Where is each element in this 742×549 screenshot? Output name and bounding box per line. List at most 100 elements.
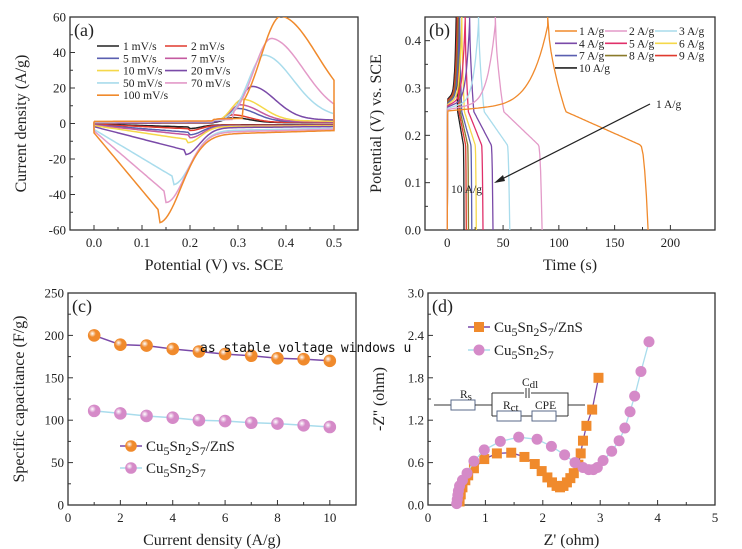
x-tick-label: 50 [497, 235, 510, 250]
gcd-curve [446, 17, 649, 230]
overlay-text: as stable voltage windows u [200, 341, 412, 356]
y-tick-label: 0.1 [405, 175, 421, 190]
y-tick-label: 2.4 [408, 328, 425, 343]
x-tick-label: 0.4 [278, 235, 295, 250]
x-tick-label: 0.3 [230, 235, 246, 250]
x-tick-label: 0.0 [86, 235, 102, 250]
legend-marker [473, 344, 485, 356]
legend-label: Cu5​Sn2​S7​/ZnS [494, 320, 583, 339]
legend-marker [125, 462, 137, 474]
gcd-curve [446, 17, 477, 230]
panel-b: 0 50 100 150 200 0.0 0.1 0.2 0.3 0.4 (b) Time (s) Po… [368, 16, 716, 274]
legend-d: Cu5​Sn2​S7​/ZnS Cu5​Sn2​S7​ [468, 320, 583, 362]
y-tick-label: 3.0 [408, 286, 424, 301]
x-tick-label: 0.1 [134, 235, 150, 250]
y-tick-label: 1.2 [408, 413, 424, 428]
x-tick-label: 2 [540, 510, 547, 525]
y-tick-label: 0.0 [408, 498, 424, 513]
x-axis-label: Potential (V) vs. SCE [145, 257, 284, 274]
data-point [468, 455, 480, 467]
data-point [461, 467, 473, 479]
x-tick-label: 0.2 [182, 235, 198, 250]
data-point [635, 365, 647, 377]
data-point [297, 352, 310, 366]
plot-frame [424, 16, 716, 231]
data-point [244, 349, 258, 363]
data-point [613, 435, 625, 447]
y-tick-label: -40 [49, 187, 66, 202]
y-tick-label: 0.0 [405, 223, 421, 238]
y-tick-label: 0.4 [405, 33, 422, 48]
data-point [577, 435, 588, 446]
plot-frame [67, 292, 357, 506]
gcd-curve [446, 17, 511, 230]
x-tick-label: 2 [117, 510, 124, 525]
x-tick-label: 10 [323, 510, 336, 525]
data-point [506, 447, 517, 458]
x-tick-label: 0.5 [326, 235, 342, 250]
legend-c: Cu5​Sn2​S7​/ZnS Cu5​Sn2​S7​ [120, 439, 235, 480]
gcd-curve [446, 17, 543, 230]
legend-label: 5 mV/s [123, 53, 157, 65]
data-point [479, 454, 490, 465]
x-axis-label: Z' (ohm) [544, 532, 600, 549]
x-tick-label: 200 [661, 235, 681, 250]
legend-label: 70 mV/s [191, 78, 231, 90]
data-point [166, 411, 180, 424]
x-tick-label: 1 [482, 510, 489, 525]
data-point [140, 409, 153, 423]
data-point [494, 435, 506, 447]
legend-label: 2 mV/s [191, 41, 225, 53]
legend-label: 6 A/g [679, 38, 704, 50]
data-point [323, 354, 337, 368]
data-point [587, 404, 598, 415]
data-point [271, 351, 284, 365]
data-point [468, 463, 479, 474]
data-point [491, 448, 502, 459]
x-tick-label: 150 [605, 235, 625, 250]
legend-label: 5 A/g [629, 38, 654, 50]
legend-marker [125, 440, 137, 452]
x-tick-label: 5 [712, 510, 719, 525]
legend-label: 100 mV/s [123, 90, 169, 102]
panel-a: 0.0 0.1 0.2 0.3 0.4 0.5 -60 -40 -20 0 20 40 60 (a) Pot… [13, 10, 359, 274]
y-tick-label: 0.3 [405, 81, 421, 96]
data-point [297, 418, 310, 432]
y-tick-label: -60 [49, 223, 66, 238]
gcd-curve [446, 17, 484, 230]
x-tick-label: 100 [549, 235, 569, 250]
legend-label: Cu5​Sn2​S7​ [494, 343, 554, 362]
data-point [244, 416, 258, 430]
data-point [643, 336, 655, 348]
x-tick-label: 6 [222, 510, 229, 525]
data-point [569, 457, 581, 469]
data-point [218, 347, 232, 361]
x-tick-label: 4 [654, 510, 661, 525]
data-point [218, 414, 232, 428]
legend-label: 20 mV/s [191, 66, 231, 78]
y-tick-label: 150 [45, 370, 65, 385]
data-point [192, 345, 206, 358]
arrow-line [497, 103, 651, 182]
series-1 [451, 336, 655, 510]
annotation-label-start: 1 A/g [656, 99, 681, 111]
legend-label: 4 A/g [579, 38, 604, 50]
data-point [87, 329, 101, 342]
legend-marker [474, 322, 484, 332]
data-point [536, 466, 547, 477]
y-tick-label: 1.8 [408, 370, 424, 385]
legend-label: 7 A/g [579, 51, 604, 63]
wire [491, 392, 585, 417]
x-tick-label: 0 [425, 510, 432, 525]
cv-curves [93, 17, 335, 224]
legend-label: 2 A/g [629, 26, 654, 38]
x-tick-label: 0 [65, 510, 72, 525]
data-point [545, 440, 557, 452]
data-point [531, 433, 543, 445]
y-tick-label: 0 [58, 498, 65, 513]
y-tick-label: 50 [51, 455, 64, 470]
data-point [519, 451, 530, 462]
legend-label: 50 mV/s [123, 78, 163, 90]
